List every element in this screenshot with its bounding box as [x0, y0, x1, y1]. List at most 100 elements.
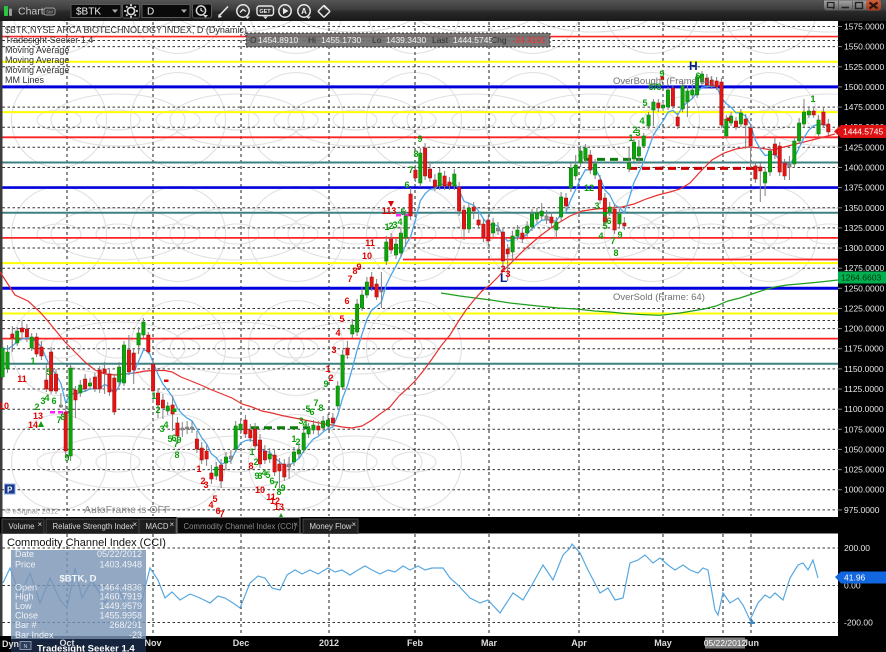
svg-text:2: 2	[200, 476, 205, 486]
svg-text:1025.0000: 1025.0000	[844, 465, 884, 475]
svg-text:9: 9	[659, 69, 664, 79]
svg-text:1460.7919: 1460.7919	[99, 592, 142, 602]
svg-text:Nov: Nov	[144, 638, 161, 648]
svg-text:L: L	[500, 271, 507, 285]
svg-text:1200.0000: 1200.0000	[844, 324, 884, 334]
svg-text:1: 1	[151, 391, 156, 401]
svg-text:8: 8	[174, 450, 179, 460]
svg-text:1: 1	[325, 364, 330, 374]
svg-text:SM: SM	[46, 10, 53, 15]
svg-text:6: 6	[606, 216, 611, 226]
svg-text:6: 6	[215, 506, 220, 516]
svg-text:2012: 2012	[319, 638, 339, 648]
svg-text:H: H	[689, 59, 698, 73]
svg-text:$BTK,NYSE ARCA BIOTECHNOLOGY I: $BTK,NYSE ARCA BIOTECHNOLOGY INDEX, D (D…	[5, 25, 247, 35]
svg-text:3: 3	[331, 345, 336, 355]
svg-text:8: 8	[656, 82, 661, 92]
svg-text:Dec: Dec	[233, 638, 250, 648]
svg-text:MACD: MACD	[146, 522, 169, 531]
svg-text:8: 8	[413, 149, 418, 159]
svg-text:1275.0000: 1275.0000	[844, 263, 884, 273]
svg-text:12: 12	[270, 496, 280, 506]
svg-text:4: 4	[261, 468, 266, 478]
svg-text:Commodity Channel Index (CCI): Commodity Channel Index (CCI)	[184, 522, 297, 531]
svg-text:1400.0000: 1400.0000	[844, 162, 884, 172]
svg-text:Moving Average: Moving Average	[5, 65, 69, 75]
svg-text:×: ×	[133, 520, 138, 529]
svg-text:14: 14	[28, 420, 38, 430]
svg-text:5: 5	[265, 470, 270, 480]
svg-text:6: 6	[51, 396, 56, 406]
svg-text:1225.0000: 1225.0000	[844, 303, 884, 313]
svg-text:2: 2	[253, 457, 258, 467]
svg-text:3: 3	[159, 424, 164, 434]
svg-text:1125.0000: 1125.0000	[844, 384, 884, 394]
svg-text:10: 10	[0, 401, 9, 411]
svg-text:1439.3430: 1439.3430	[386, 35, 426, 45]
svg-text:1050.0000: 1050.0000	[844, 444, 884, 454]
svg-text:7: 7	[313, 398, 318, 408]
svg-text:5: 5	[46, 367, 51, 377]
svg-text:7: 7	[173, 439, 178, 449]
svg-text:4: 4	[44, 393, 49, 403]
svg-text:10: 10	[362, 251, 372, 261]
svg-text:1444.5745: 1444.5745	[453, 35, 493, 45]
svg-text:$BTK, D: $BTK, D	[60, 574, 97, 585]
svg-text:6: 6	[648, 82, 653, 92]
svg-text:11: 11	[266, 492, 276, 502]
svg-text:2: 2	[632, 125, 637, 135]
svg-text:5: 5	[167, 434, 172, 444]
svg-text:1: 1	[384, 222, 389, 232]
svg-text:3: 3	[635, 128, 640, 138]
svg-text:1264.6603: 1264.6603	[841, 273, 881, 283]
svg-text:7: 7	[610, 236, 615, 246]
svg-text:Bar Index: Bar Index	[15, 630, 54, 640]
svg-text:Moving Average: Moving Average	[5, 45, 69, 55]
svg-text:Chg: Chg	[491, 35, 507, 45]
svg-text:Last: Last	[432, 35, 449, 45]
svg-text:Price: Price	[15, 560, 36, 570]
svg-text:0.00: 0.00	[844, 581, 861, 591]
svg-text:1375.0000: 1375.0000	[844, 183, 884, 193]
svg-text:3: 3	[298, 416, 303, 426]
svg-text:OverSold (Frame: 64): OverSold (Frame: 64)	[613, 292, 705, 303]
svg-text:1: 1	[291, 434, 296, 444]
svg-text:3: 3	[594, 201, 599, 211]
svg-text:4: 4	[639, 116, 644, 126]
svg-text:6: 6	[309, 407, 314, 417]
svg-text:1300.0000: 1300.0000	[844, 243, 884, 253]
svg-text:2: 2	[328, 373, 333, 383]
svg-text:4: 4	[598, 231, 603, 241]
svg-text:×: ×	[170, 520, 175, 529]
svg-text:9: 9	[280, 483, 285, 493]
svg-text:11: 11	[17, 374, 27, 384]
svg-text:1: 1	[249, 447, 254, 457]
svg-text:Hi: Hi	[308, 35, 316, 45]
svg-text:1425.0000: 1425.0000	[844, 142, 884, 152]
svg-text:1: 1	[30, 356, 35, 366]
svg-text:×: ×	[38, 520, 43, 529]
svg-text:13: 13	[274, 502, 284, 512]
svg-text:1250.0000: 1250.0000	[844, 283, 884, 293]
svg-text:2: 2	[388, 221, 393, 231]
svg-text:5: 5	[602, 221, 607, 231]
svg-text:Dyn: Dyn	[2, 639, 19, 649]
svg-text:1: 1	[196, 464, 201, 474]
svg-text:-24.4101: -24.4101	[512, 35, 546, 45]
svg-text:1403.4948: 1403.4948	[99, 560, 142, 570]
svg-text:975.0000: 975.0000	[844, 505, 880, 515]
svg-text:05/22/2012: 05/22/2012	[704, 638, 747, 648]
svg-text:9: 9	[254, 471, 259, 481]
svg-text:Feb: Feb	[407, 638, 424, 648]
svg-text:2: 2	[295, 437, 300, 447]
svg-text:8: 8	[60, 412, 65, 422]
svg-text:Date: Date	[15, 549, 34, 559]
svg-text:4: 4	[335, 328, 340, 338]
svg-text:O: O	[250, 35, 257, 45]
svg-text:7: 7	[408, 165, 413, 175]
svg-text:Commodity Channel Index (CCI): Commodity Channel Index (CCI)	[7, 537, 166, 549]
svg-text:5: 5	[305, 404, 310, 414]
svg-text:×: ×	[294, 520, 299, 529]
svg-text:8: 8	[276, 487, 281, 497]
svg-text:1449.9579: 1449.9579	[99, 601, 142, 611]
